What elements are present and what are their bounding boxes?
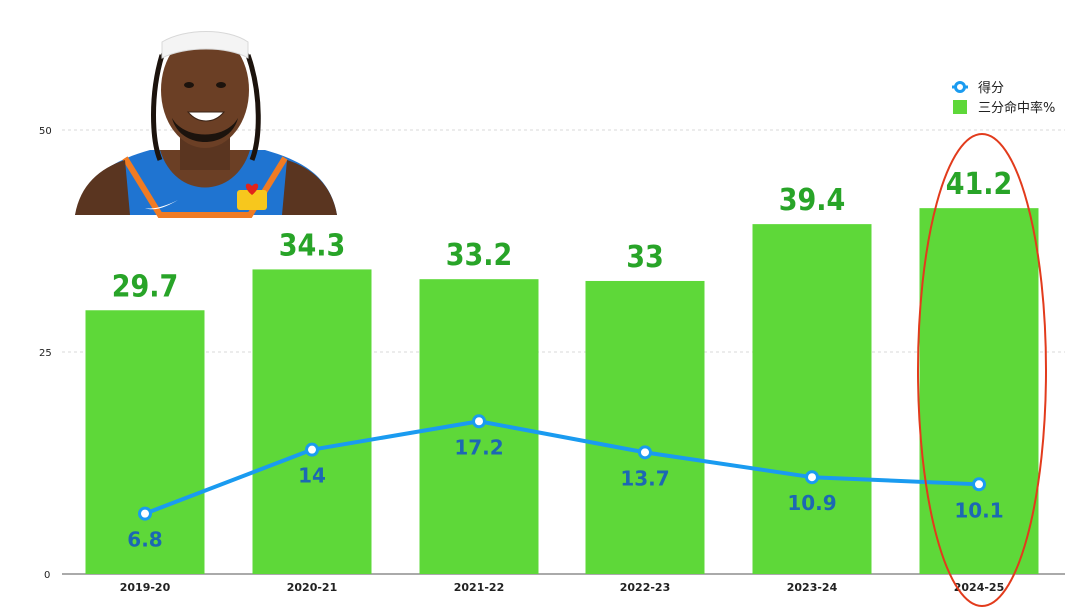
heart-icon (245, 183, 259, 195)
bar-value-label: 34.3 (279, 228, 346, 263)
score-point-2023-24 (805, 470, 819, 485)
y-tick-label: 25 (39, 348, 52, 359)
score-value-label: 13.7 (620, 466, 669, 490)
head (161, 32, 249, 148)
legend-label-3pt: 三分命中率% (978, 100, 1055, 116)
score-point-2020-21 (305, 442, 319, 457)
bar-value-label: 41.2 (946, 167, 1013, 202)
dreads-left (151, 54, 165, 161)
x-tick-label: 2022-23 (620, 581, 671, 594)
beard (172, 118, 238, 142)
bar-2020-21 (252, 269, 372, 574)
y-tick-label: 0 (44, 570, 50, 581)
score-point-2019-20 (138, 506, 152, 521)
bar-2022-23 (585, 280, 705, 574)
legend-marker-icon (954, 81, 966, 93)
bar-2019-20 (85, 310, 205, 574)
legend-swatch-icon (953, 100, 967, 114)
x-tick-label: 2023-24 (787, 581, 838, 594)
player-headshot (75, 31, 337, 218)
x-tick-label: 2019-20 (120, 581, 171, 594)
score-line (138, 414, 986, 521)
score-value-label: 6.8 (127, 528, 162, 552)
x-ticks: 2019-20 2020-21 2021-22 2022-23 2023-24 2024-… (120, 581, 1005, 594)
eye-left (184, 82, 194, 88)
shoulder-right (282, 160, 337, 215)
headband (161, 31, 249, 59)
y-tick-label: 50 (39, 126, 52, 137)
x-tick-label: 2020-21 (287, 581, 338, 594)
x-tick-label: 2021-22 (454, 581, 505, 594)
data-labels: 29.7 34.3 33.2 33 39.4 41.2 6.8 14 17.2 13.7 10.9 1… (112, 167, 1013, 551)
smile (186, 111, 226, 122)
dreads-right (245, 54, 261, 161)
bar-value-label: 33 (626, 240, 664, 275)
bar-value-label: 33.2 (446, 238, 513, 273)
jersey-trim (122, 156, 288, 218)
bars (85, 208, 1039, 575)
score-value-label: 17.2 (454, 435, 503, 459)
shoulder-left (75, 160, 130, 215)
score-line-path (144, 419, 980, 516)
eye-right (216, 82, 226, 88)
score-point-2021-22 (472, 414, 486, 429)
legend-item-3pt: 三分命中率% (953, 100, 1055, 116)
score-value-label: 10.9 (787, 491, 836, 515)
bar-2024-25 (919, 208, 1039, 575)
legend-item-score: 得分 (952, 80, 1004, 96)
legend: 得分 三分命中率% (952, 80, 1055, 116)
bar-value-label: 29.7 (112, 269, 179, 304)
bar-2023-24 (752, 224, 872, 575)
score-value-label: 14 (298, 464, 326, 488)
sponsor-patch-icon (237, 190, 267, 210)
score-point-2022-23 (638, 445, 652, 460)
score-point-2024-25 (972, 477, 986, 492)
swoosh-icon (145, 200, 178, 210)
highlight-ellipse (917, 133, 1047, 607)
score-value-label: 10.1 (954, 498, 1003, 522)
bar-value-label: 39.4 (779, 183, 846, 218)
legend-label-score: 得分 (978, 80, 1004, 96)
x-tick-label: 2024-25 (954, 581, 1005, 594)
